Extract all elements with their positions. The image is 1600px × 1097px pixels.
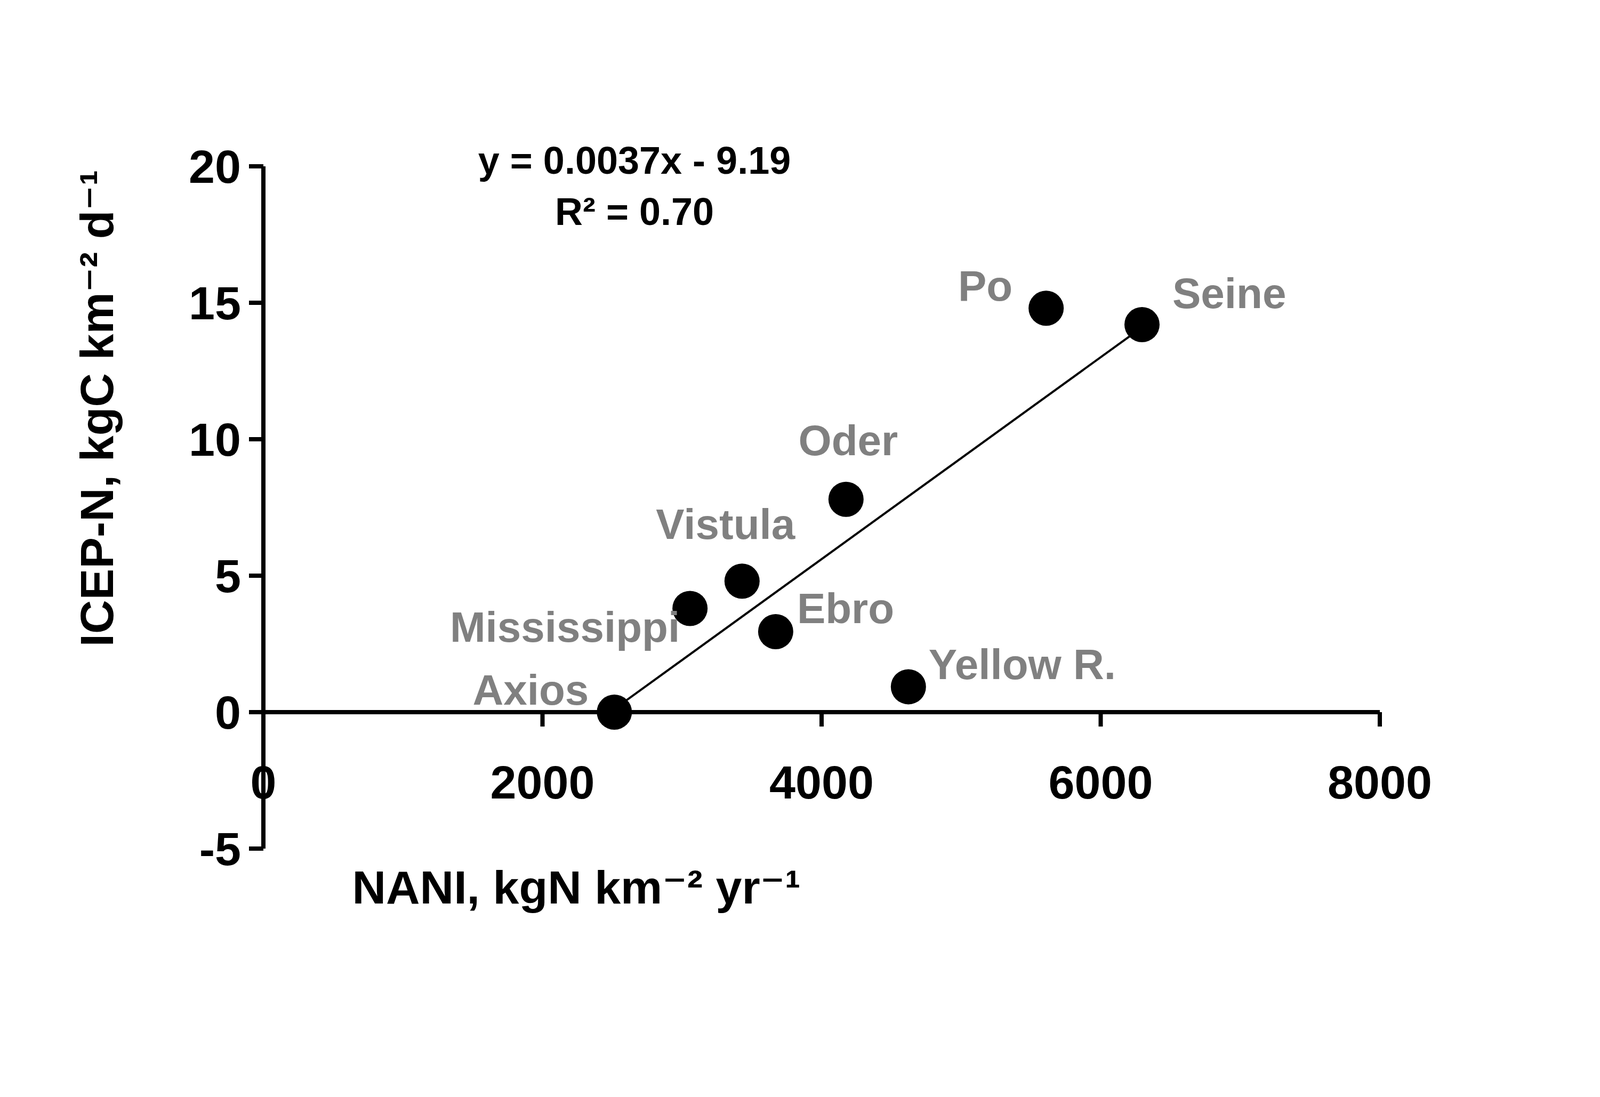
y-tick <box>248 573 264 578</box>
point-label: Ebro <box>797 584 895 633</box>
y-tick-label: -5 <box>199 822 241 876</box>
x-axis-title: NANI, kgN km⁻² yr⁻¹ <box>351 861 801 914</box>
annotation: y = 0.0037x - 9.19 <box>478 139 791 182</box>
point-label: Yellow R. <box>928 640 1116 689</box>
y-tick <box>248 300 264 305</box>
y-tick <box>248 164 264 169</box>
point-label: Vistula <box>655 500 795 549</box>
chart: -50510152002000400060008000NANI, kgN km⁻… <box>0 0 1600 1097</box>
point <box>724 563 760 599</box>
point <box>1028 290 1064 326</box>
point-label: Po <box>958 262 1013 310</box>
point-label: Mississippi <box>449 603 680 651</box>
point <box>758 614 794 650</box>
point <box>828 481 864 518</box>
y-tick-label: 15 <box>188 276 241 330</box>
point <box>596 694 632 730</box>
x-tick <box>540 712 545 727</box>
point <box>1124 307 1160 343</box>
y-tick-label: 10 <box>188 413 241 466</box>
x-tick <box>261 712 266 727</box>
y-axis-title: ICEP-N, kgC km⁻² d⁻¹ <box>70 170 124 648</box>
x-tick <box>1377 712 1382 727</box>
y-tick <box>248 437 264 442</box>
trendline <box>609 327 1143 713</box>
annotation: R² = 0.70 <box>555 190 714 233</box>
y-tick-label: 0 <box>214 686 241 739</box>
y-tick-label: 20 <box>188 140 241 194</box>
point-label: Seine <box>1172 269 1286 318</box>
y-tick <box>248 710 264 715</box>
x-tick-label: 6000 <box>1048 756 1154 809</box>
y-tick <box>248 846 264 851</box>
x-tick <box>819 712 824 727</box>
plot-area <box>596 290 1160 730</box>
point <box>890 669 927 705</box>
y-axis <box>261 166 266 849</box>
x-tick-label: 8000 <box>1327 756 1433 809</box>
x-tick-label: 4000 <box>769 756 874 809</box>
point-label: Oder <box>798 416 898 465</box>
y-tick-label: 5 <box>214 549 241 603</box>
x-tick <box>1098 712 1104 727</box>
point-label: Axios <box>472 666 589 714</box>
x-tick-label: 2000 <box>490 756 596 809</box>
x-tick-label: 0 <box>250 756 277 809</box>
